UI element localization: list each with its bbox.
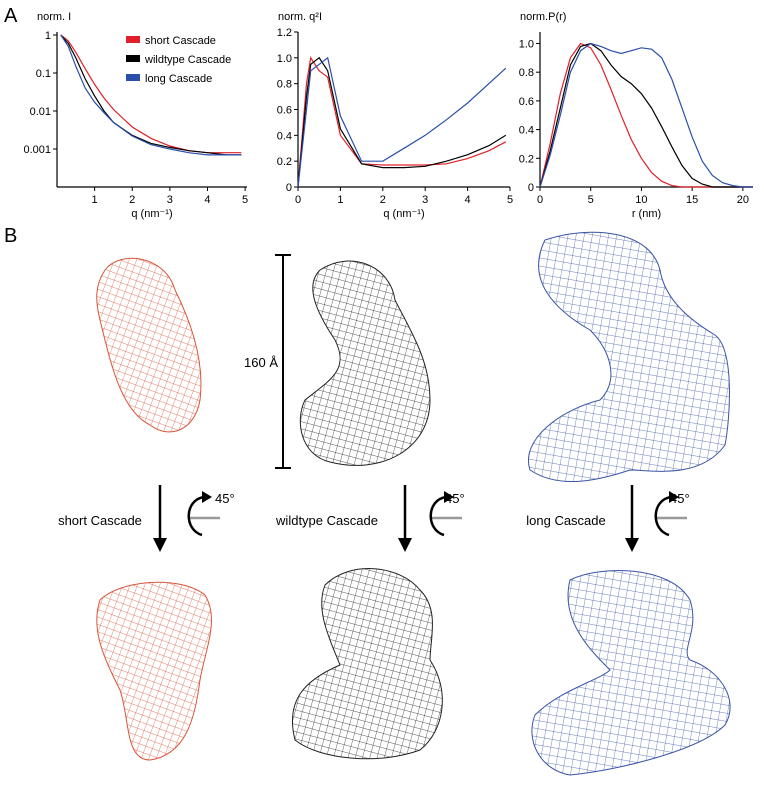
x-tick-label: 0 (295, 194, 301, 206)
structure-label: wildtype Cascade (275, 513, 378, 528)
mesh (291, 568, 443, 760)
mesh-structures (96, 231, 731, 776)
legend-swatch (126, 36, 140, 43)
y-tick-label: 0.4 (519, 125, 534, 137)
y-tick-label: 0.8 (519, 67, 534, 79)
y-tick-label: 0.01 (30, 106, 51, 118)
mesh (96, 257, 202, 433)
y-tick-label: 0.1 (36, 68, 51, 80)
x-tick-label: 15 (686, 194, 698, 206)
series-line (60, 34, 242, 156)
series-line (297, 56, 507, 188)
rotation-label: 45° (445, 491, 465, 506)
y-tick-label: 1.0 (277, 53, 292, 65)
x-tick-label: 3 (167, 194, 173, 206)
x-tick-label: 5 (507, 194, 513, 206)
series-line (60, 34, 242, 156)
y-axis-label: norm. I (37, 11, 71, 23)
y-tick-label: 0.001 (23, 144, 51, 156)
y-tick-label: 0.6 (519, 96, 534, 108)
x-axis-label: r (nm) (632, 208, 661, 220)
y-tick-label: 0.2 (277, 156, 292, 168)
legend-label: short Cascade (145, 35, 216, 47)
mesh (531, 570, 731, 776)
x-axis-label: q (nm⁻¹) (131, 208, 172, 220)
x-tick-label: 1 (92, 194, 98, 206)
mesh (528, 231, 730, 482)
legend-swatch (126, 74, 140, 81)
panel-label: B (4, 225, 17, 247)
series-line (539, 42, 753, 188)
arrow-head (202, 491, 212, 503)
x-tick-label: 20 (737, 194, 749, 206)
x-axis-label: q (nm⁻¹) (383, 208, 424, 220)
rotation-arrow (654, 495, 672, 537)
x-tick-label: 4 (465, 194, 471, 206)
y-tick-label: 0.2 (519, 153, 534, 165)
legend-swatch (126, 55, 140, 62)
x-tick-label: 1 (337, 194, 343, 206)
legend-label: long Cascade (145, 73, 212, 85)
scale-label: 160 Å (244, 355, 278, 370)
y-tick-label: 0.8 (277, 79, 292, 91)
legend-label: wildtype Cascade (144, 54, 231, 66)
x-tick-label: 4 (204, 194, 210, 206)
x-tick-label: 5 (588, 194, 594, 206)
x-tick-label: 10 (635, 194, 647, 206)
y-tick-label: 1 (45, 30, 51, 42)
y-tick-label: 0 (286, 182, 292, 194)
series-line (539, 42, 753, 188)
arrow-head (669, 491, 679, 503)
y-axis-label: norm. q²I (278, 11, 322, 23)
rotation-label: 45° (215, 491, 235, 506)
rotation-label: 45° (670, 491, 690, 506)
mesh (299, 260, 431, 466)
x-tick-label: 3 (422, 194, 428, 206)
y-tick-label: 0 (528, 182, 534, 194)
rotation-arrows (153, 485, 687, 552)
arrow-head (444, 491, 454, 503)
x-tick-label: 0 (537, 194, 543, 206)
series-line (297, 56, 507, 188)
x-tick-label: 5 (242, 194, 248, 206)
arrow-head (625, 538, 639, 552)
arrow-head (153, 538, 167, 552)
scale-bar (275, 254, 291, 469)
structure-label: long Cascade (526, 513, 606, 528)
y-tick-label: 0.6 (277, 105, 292, 117)
structure-label: short Cascade (58, 513, 142, 528)
panel-label: A (4, 5, 18, 27)
y-tick-label: 1.0 (519, 38, 534, 50)
series-line (60, 34, 242, 154)
y-axis-label: norm.P(r) (520, 11, 566, 23)
y-tick-label: 0.4 (277, 130, 292, 142)
arrow-head (398, 538, 412, 552)
y-tick-label: 1.2 (277, 27, 292, 39)
rotation-arrow (429, 495, 447, 537)
series-line (539, 42, 753, 188)
mesh (96, 581, 212, 761)
x-tick-label: 2 (380, 194, 386, 206)
x-tick-label: 2 (129, 194, 135, 206)
rotation-arrow (187, 495, 205, 537)
series-line (297, 56, 507, 188)
